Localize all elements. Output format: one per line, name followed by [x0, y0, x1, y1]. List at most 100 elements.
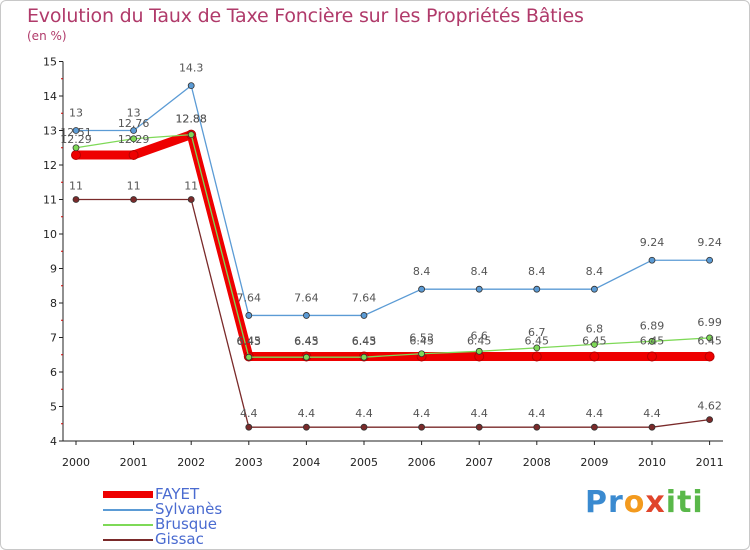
data-point [418, 285, 426, 293]
data-point [302, 353, 310, 361]
x-tick-label: 2008 [523, 456, 551, 469]
data-point [418, 350, 426, 358]
data-point [648, 423, 656, 431]
series-line-gissac [76, 198, 710, 428]
series-line-brusque [75, 133, 710, 358]
data-label: 4.4 [528, 407, 546, 420]
data-label: 6.43 [352, 335, 377, 348]
legend-swatch [103, 524, 153, 526]
data-label: 4.4 [413, 407, 431, 420]
data-label: 6.45 [352, 334, 377, 347]
data-point [71, 149, 81, 160]
data-point [72, 127, 80, 134]
legend-item: FAYET [103, 485, 303, 503]
data-label: 6.43 [294, 335, 319, 348]
data-label: 6.6 [470, 329, 488, 342]
data-label: 6.45 [640, 334, 665, 347]
data-point [187, 82, 195, 90]
data-point [245, 423, 253, 431]
logo-part: o [623, 485, 646, 520]
data-label: 13 [127, 107, 141, 120]
data-point [360, 312, 368, 319]
legend-label: Sylvanès [155, 500, 223, 518]
data-label: 4.4 [298, 407, 316, 420]
data-label: 11 [69, 180, 83, 193]
y-tick-label: 7 [50, 332, 57, 345]
data-point [475, 423, 483, 431]
x-tick-label: 2002 [177, 456, 205, 469]
data-point [533, 423, 541, 431]
data-label: 7.64 [294, 291, 319, 304]
data-point [418, 423, 426, 431]
data-label: 6.99 [697, 316, 722, 329]
data-point [302, 312, 310, 319]
data-point [648, 256, 656, 264]
brand-logo: Proxiti [585, 485, 704, 520]
data-label: 4.4 [355, 407, 373, 420]
legend-item: Brusque [103, 515, 303, 533]
data-label: 6.45 [697, 334, 722, 347]
data-label: 4.4 [586, 407, 604, 420]
y-tick-label: 6 [50, 366, 57, 379]
data-point [704, 351, 715, 362]
data-point [360, 423, 368, 431]
data-point [533, 344, 541, 352]
x-tick-label: 2007 [465, 456, 493, 469]
data-point [591, 423, 598, 431]
logo-part: x [645, 485, 666, 520]
data-label: 4.4 [240, 407, 258, 420]
data-point [72, 144, 80, 152]
series-line-fayet [71, 130, 715, 361]
data-point [591, 285, 598, 293]
data-point [130, 127, 138, 134]
data-label: 6.89 [640, 319, 665, 332]
data-label: 9.24 [697, 236, 722, 249]
data-point [187, 131, 195, 139]
y-tick-label: 9 [50, 263, 57, 276]
data-label: 11 [127, 180, 141, 193]
data-point [706, 256, 713, 264]
data-label: 13 [69, 107, 83, 120]
data-label: 12.29 [118, 133, 150, 146]
x-tick-label: 2004 [292, 456, 320, 469]
data-label: 7.64 [352, 291, 377, 304]
x-tick-label: 2003 [235, 456, 263, 469]
data-point [130, 135, 138, 143]
data-point [531, 351, 542, 362]
series-line-sylvanes [76, 84, 710, 317]
y-tick-label: 10 [43, 228, 57, 241]
data-label: 12.88 [175, 113, 207, 126]
x-tick-label: 2011 [696, 456, 724, 469]
data-point [591, 340, 598, 348]
x-tick-label: 2010 [638, 456, 666, 469]
data-label: 14.3 [179, 62, 204, 75]
data-label: 6.8 [586, 322, 604, 335]
data-point [245, 353, 253, 361]
y-tick-label: 4 [50, 435, 57, 448]
data-label: 12.51 [60, 126, 92, 139]
data-label: 6.53 [409, 332, 434, 345]
legend-label: Gissac [155, 530, 204, 548]
data-point [706, 334, 713, 342]
data-label: 8.4 [470, 265, 488, 278]
data-point [360, 353, 368, 361]
data-label: 6.45 [582, 334, 607, 347]
y-tick-label: 5 [50, 401, 57, 414]
data-point [475, 347, 483, 355]
data-label: 6.45 [409, 334, 434, 347]
legend-swatch [103, 491, 153, 498]
y-tick-label: 13 [43, 125, 57, 138]
data-label: 6.45 [467, 334, 492, 347]
legend-swatch [103, 539, 153, 541]
logo-part: Pr [585, 485, 624, 520]
chart-legend: FAYET Sylvanès Brusque Gissac [103, 485, 303, 548]
y-tick-label: 11 [43, 194, 57, 207]
x-tick-label: 2006 [408, 456, 436, 469]
logo-part: iti [665, 485, 704, 520]
data-point [128, 149, 139, 160]
x-tick-label: 2000 [62, 456, 90, 469]
data-point [302, 423, 310, 431]
data-label: 8.4 [528, 265, 546, 278]
